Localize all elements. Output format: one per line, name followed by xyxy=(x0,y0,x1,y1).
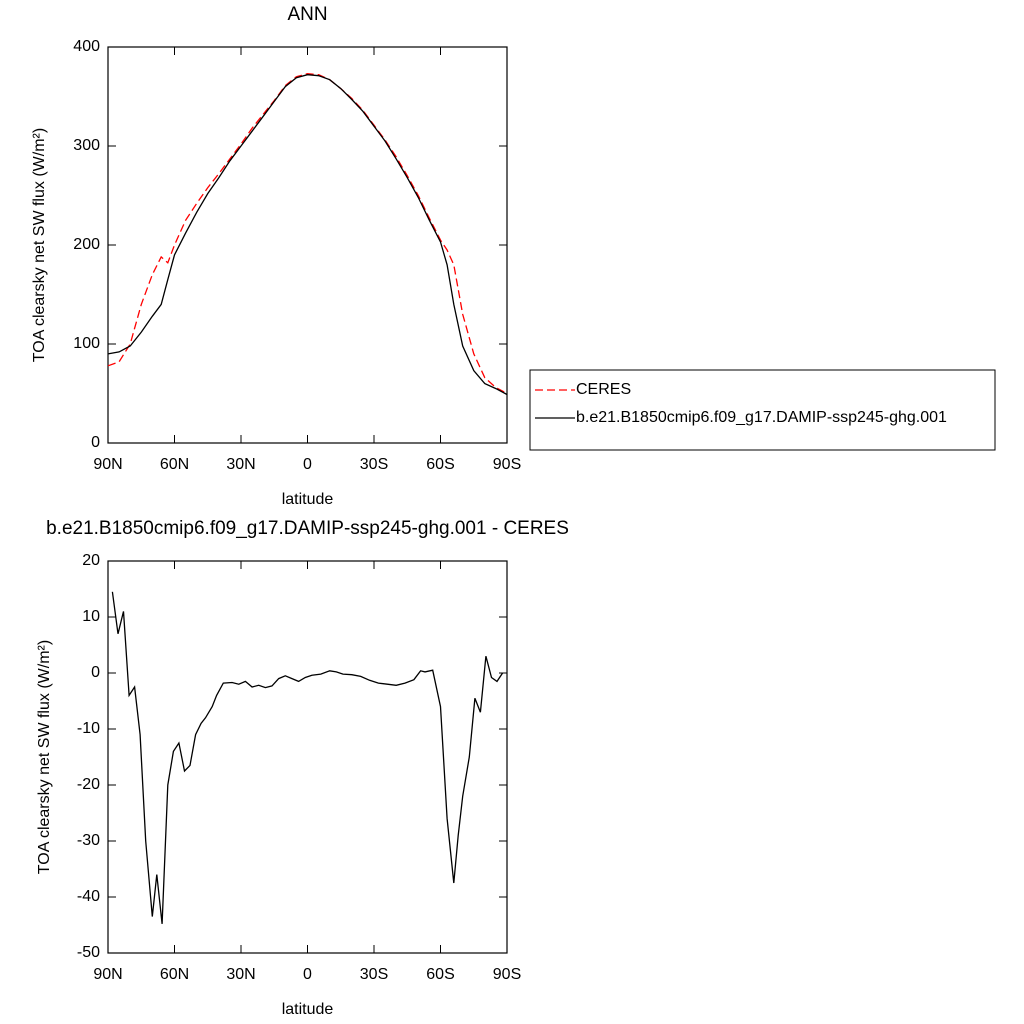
y-tick-label: -20 xyxy=(77,776,100,793)
x-tick-label: 30N xyxy=(226,456,255,473)
x-tick-label: 90S xyxy=(493,966,521,983)
y-tick-label: 100 xyxy=(73,335,100,352)
x-tick-label: 0 xyxy=(303,966,312,983)
x-tick-label: 0 xyxy=(303,456,312,473)
x-tick-label: 90S xyxy=(493,456,521,473)
x-axis-label: latitude xyxy=(282,1001,334,1018)
y-tick-label: 20 xyxy=(82,552,100,569)
panel: b.e21.B1850cmip6.f09_g17.DAMIP-ssp245-gh… xyxy=(36,518,569,1018)
x-tick-label: 60S xyxy=(426,456,454,473)
x-tick-label: 30N xyxy=(226,966,255,983)
y-tick-label: 200 xyxy=(73,236,100,253)
data-line xyxy=(111,591,504,924)
y-tick-label: 300 xyxy=(73,137,100,154)
y-tick-label: -10 xyxy=(77,720,100,737)
y-tick-label: 400 xyxy=(73,38,100,55)
y-tick-label: 0 xyxy=(91,664,100,681)
y-axis-label: TOA clearsky net SW flux (W/m²) xyxy=(31,128,48,362)
x-tick-label: 30S xyxy=(360,456,388,473)
x-axis-label: latitude xyxy=(282,491,334,508)
y-axis-label: TOA clearsky net SW flux (W/m²) xyxy=(36,640,53,874)
x-tick-label: 60S xyxy=(426,966,454,983)
plot-frame xyxy=(107,46,508,444)
data-line xyxy=(107,74,508,396)
y-tick-label: 10 xyxy=(82,608,100,625)
chart-title: b.e21.B1850cmip6.f09_g17.DAMIP-ssp245-gh… xyxy=(46,518,569,539)
x-tick-label: 90N xyxy=(93,966,122,983)
data-line xyxy=(107,73,508,395)
legend-label: CERES xyxy=(576,381,631,398)
panel: ANN latitude TOA clearsky net SW flux (W/m… xyxy=(31,4,996,508)
y-tick-label: -50 xyxy=(77,944,100,961)
legend-label: b.e21.B1850cmip6.f09_g17.DAMIP-ssp245-gh… xyxy=(576,409,947,426)
x-tick-label: 90N xyxy=(93,456,122,473)
y-tick-label: -30 xyxy=(77,832,100,849)
legend-box xyxy=(529,369,996,451)
legend: CERES b.e21.B1850cmip6.f09_g17.DAMIP-ssp2… xyxy=(529,369,996,451)
y-tick-label: 0 xyxy=(91,434,100,451)
x-tick-label: 30S xyxy=(360,966,388,983)
x-tick-label: 60N xyxy=(160,456,189,473)
x-tick-label: 60N xyxy=(160,966,189,983)
y-tick-label: -40 xyxy=(77,888,100,905)
plot-frame xyxy=(107,560,508,954)
chart-title: ANN xyxy=(287,4,327,25)
